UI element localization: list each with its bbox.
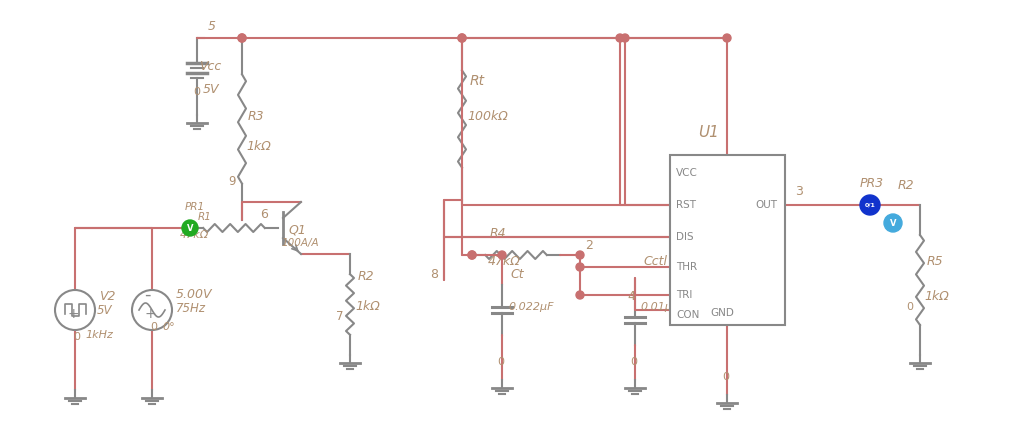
Text: R4: R4 bbox=[490, 227, 507, 240]
Circle shape bbox=[616, 34, 624, 42]
Text: R2: R2 bbox=[358, 270, 375, 283]
Text: 100A/A: 100A/A bbox=[281, 238, 318, 248]
Text: Cctl: Cctl bbox=[643, 255, 667, 268]
Text: 6: 6 bbox=[260, 208, 268, 221]
Circle shape bbox=[860, 195, 880, 215]
Circle shape bbox=[884, 214, 902, 232]
Text: 1kΩ: 1kΩ bbox=[924, 290, 949, 303]
FancyBboxPatch shape bbox=[670, 155, 785, 325]
Circle shape bbox=[458, 34, 466, 42]
Text: U1: U1 bbox=[698, 125, 719, 140]
Text: 0: 0 bbox=[73, 332, 80, 342]
Text: 0: 0 bbox=[150, 322, 157, 332]
Text: 1kΩ: 1kΩ bbox=[355, 300, 380, 313]
Text: 3: 3 bbox=[795, 185, 803, 198]
Text: TRI: TRI bbox=[676, 290, 692, 300]
Text: 47kΩ: 47kΩ bbox=[180, 230, 209, 240]
Text: 5: 5 bbox=[208, 20, 216, 33]
Text: Ct: Ct bbox=[510, 268, 523, 281]
Text: 1kHz: 1kHz bbox=[85, 330, 113, 340]
Circle shape bbox=[182, 220, 198, 236]
Text: 0: 0 bbox=[497, 357, 504, 367]
Text: Rt: Rt bbox=[470, 74, 485, 88]
Circle shape bbox=[238, 34, 246, 42]
Text: DIS: DIS bbox=[676, 232, 693, 242]
Circle shape bbox=[575, 251, 584, 259]
Text: V: V bbox=[890, 218, 896, 227]
Text: 7: 7 bbox=[336, 310, 343, 323]
Circle shape bbox=[575, 291, 584, 299]
Text: 1kΩ: 1kΩ bbox=[246, 140, 270, 153]
Text: 4: 4 bbox=[627, 290, 635, 303]
Text: 9: 9 bbox=[228, 175, 236, 188]
Text: 5V: 5V bbox=[97, 304, 113, 317]
Text: R1: R1 bbox=[198, 212, 212, 222]
Text: +: + bbox=[67, 307, 79, 321]
Text: VCC: VCC bbox=[676, 168, 698, 178]
Text: 47kΩ: 47kΩ bbox=[488, 255, 521, 268]
Text: 0: 0 bbox=[193, 87, 200, 97]
Text: R3: R3 bbox=[248, 110, 264, 123]
Text: +: + bbox=[144, 307, 156, 321]
Text: 0.01μF: 0.01μF bbox=[640, 302, 678, 312]
Text: V2: V2 bbox=[99, 290, 116, 303]
Text: RST: RST bbox=[676, 200, 696, 210]
Text: Vcc: Vcc bbox=[199, 60, 221, 73]
Text: V: V bbox=[186, 223, 194, 232]
Text: -: - bbox=[144, 286, 151, 304]
Text: 100kΩ: 100kΩ bbox=[467, 110, 508, 123]
Circle shape bbox=[468, 251, 476, 259]
Text: PR3: PR3 bbox=[860, 177, 884, 190]
Text: PR1: PR1 bbox=[185, 202, 205, 212]
Text: 5V: 5V bbox=[203, 83, 219, 96]
Circle shape bbox=[723, 34, 731, 42]
Text: R2: R2 bbox=[898, 179, 914, 192]
Text: 0: 0 bbox=[630, 357, 637, 367]
Text: Q1: Q1 bbox=[288, 223, 306, 236]
Circle shape bbox=[458, 34, 466, 42]
Text: 0/1: 0/1 bbox=[864, 202, 876, 207]
Text: 0°: 0° bbox=[162, 322, 175, 332]
Text: 0: 0 bbox=[722, 372, 729, 382]
Text: 2: 2 bbox=[585, 239, 593, 252]
Text: GND: GND bbox=[710, 308, 734, 318]
Circle shape bbox=[498, 251, 506, 259]
Text: R5: R5 bbox=[927, 255, 944, 268]
Text: CON: CON bbox=[676, 310, 699, 320]
Circle shape bbox=[238, 34, 246, 42]
Circle shape bbox=[621, 34, 629, 42]
Text: OUT: OUT bbox=[755, 200, 777, 210]
Text: THR: THR bbox=[676, 262, 697, 272]
Text: 0: 0 bbox=[906, 302, 913, 312]
Text: 8: 8 bbox=[430, 268, 438, 281]
Text: 75Hz: 75Hz bbox=[176, 302, 206, 315]
Text: 5.00V: 5.00V bbox=[176, 288, 213, 301]
Circle shape bbox=[468, 251, 476, 259]
Text: 0.022μF: 0.022μF bbox=[508, 302, 554, 312]
Circle shape bbox=[575, 263, 584, 271]
